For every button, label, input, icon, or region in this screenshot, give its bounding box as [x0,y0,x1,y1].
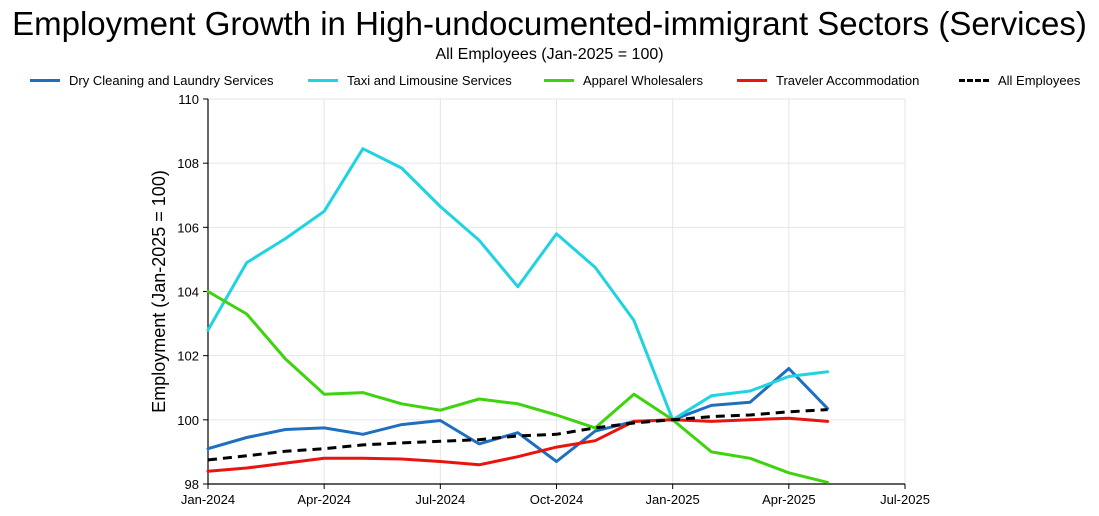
legend-item-dry-cleaning[interactable]: Dry Cleaning and Laundry Services [30,70,274,90]
y-tick-label: 102 [177,349,199,364]
y-tick-label: 100 [177,413,199,428]
legend-swatch [737,78,767,82]
legend-swatch [544,78,574,82]
x-tick-label: Oct-2024 [530,492,583,507]
legend-label: Apparel Wholesalers [583,72,703,88]
x-tick-label: Jul-2024 [415,492,465,507]
legend-swatch [308,78,338,82]
legend-item-traveler-accommodation[interactable]: Traveler Accommodation [737,70,919,90]
y-tick-label: 106 [177,220,199,235]
legend-label: Dry Cleaning and Laundry Services [69,72,274,88]
legend-label: Taxi and Limousine Services [347,72,512,88]
legend-swatch [30,78,60,82]
chart-subtitle: All Employees (Jan-2025 = 100) [435,46,664,63]
line-taxi-limousine[interactable] [206,147,830,422]
x-tick-label: Apr-2024 [297,492,350,507]
legend: Dry Cleaning and Laundry Services Taxi a… [0,70,1099,90]
y-axis-label: Employment (Jan-2025 = 100) [149,170,169,413]
y-tick-label: 98 [185,477,199,492]
line-all-employees[interactable] [207,408,828,462]
line-dry-cleaning[interactable] [206,367,830,463]
y-tick-label: 108 [177,156,199,171]
x-tick-label: Jan-2024 [181,492,235,507]
legend-label: Traveler Accommodation [776,72,920,88]
x-tick-label: Jul-2025 [880,492,930,507]
line-traveler-accommodation[interactable] [206,416,830,473]
gridlines [207,98,906,485]
line-apparel-wholesalers[interactable] [206,290,830,484]
legend-item-all-employees[interactable]: All Employees [959,70,1080,90]
y-tick-label: 110 [178,92,199,107]
x-tick-label: Jan-2025 [646,492,700,507]
y-tick-label: 104 [177,285,199,300]
legend-label: All Employees [998,72,1081,88]
legend-item-taxi-limousine[interactable]: Taxi and Limousine Services [308,70,512,90]
legend-swatch [959,78,989,82]
legend-item-apparel-wholesalers[interactable]: Apparel Wholesalers [544,70,703,90]
chart-title: Employment Growth in High-undocumented-i… [12,5,1087,42]
x-tick-label: Apr-2025 [762,492,815,507]
